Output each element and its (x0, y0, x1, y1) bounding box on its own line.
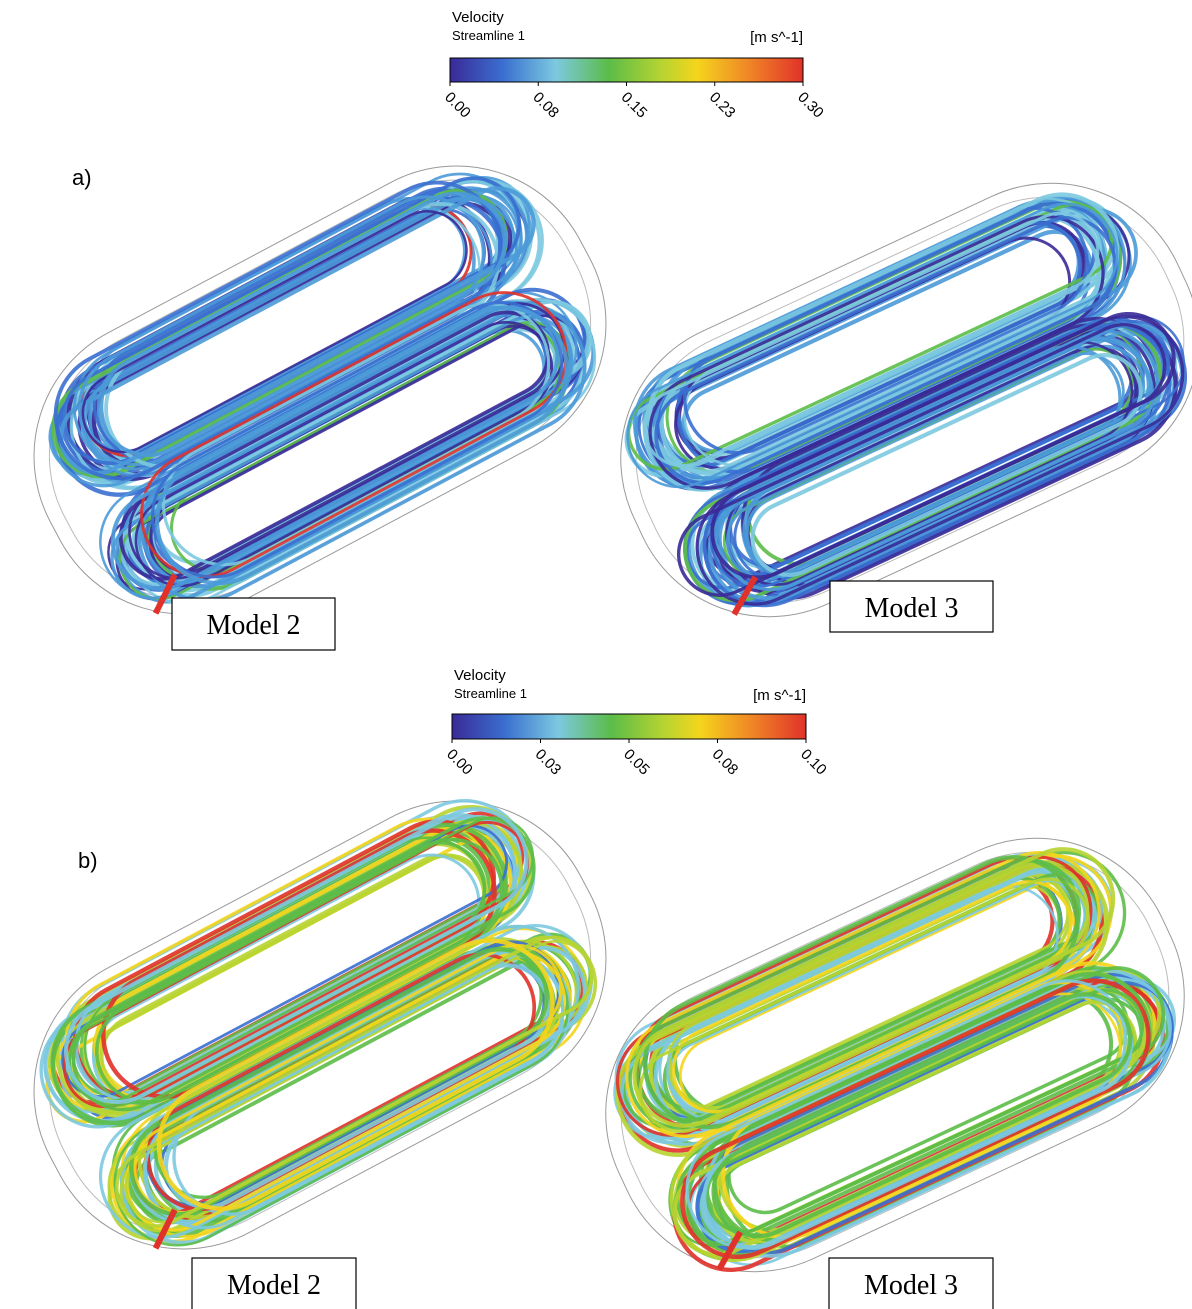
colorbar-subtitle: Streamline 1 (454, 686, 527, 701)
colorbar-tick-label: 0.23 (706, 89, 739, 122)
panel-label: a) (72, 165, 92, 190)
panel-label: b) (78, 848, 98, 873)
colorbar-subtitle: Streamline 1 (452, 28, 525, 43)
colorbar-tick-label: 0.00 (443, 746, 476, 779)
colorbar-tick-label: 0.08 (529, 89, 562, 122)
model-label: Model 2 (227, 1270, 321, 1301)
colorbar-tick-label: 0.08 (709, 746, 742, 779)
colorbar-unit: [m s^-1] (750, 29, 803, 46)
figure: Velocity Streamline 1 [m s^-1] 0.00 0.08 0.15… (0, 0, 1192, 1309)
model-label: Model 2 (206, 610, 300, 641)
streamline-render (0, 752, 655, 1299)
colorbar-tick-label: 0.05 (620, 746, 653, 779)
colorbar-tick-label: 0.03 (532, 746, 565, 779)
colorbar-title: Velocity (452, 9, 504, 26)
streamline-render (560, 792, 1192, 1309)
colorbar-title: Velocity (454, 667, 506, 684)
model-label: Model 3 (864, 593, 958, 624)
colorbar-tick-label: 0.00 (441, 89, 474, 122)
colorbar-tick-label: 0.15 (618, 89, 651, 122)
model-label: Model 3 (864, 1270, 958, 1301)
colorbar (452, 714, 806, 739)
colorbar (450, 58, 803, 82)
content: Velocity Streamline 1 [m s^-1] 0.00 0.08 0.15… (0, 9, 1192, 1309)
colorbar-unit: [m s^-1] (753, 687, 806, 704)
colorbar-tick-label: 0.30 (794, 89, 827, 122)
streamline-render (0, 117, 655, 664)
colorbar-tick-label: 0.10 (797, 746, 830, 779)
